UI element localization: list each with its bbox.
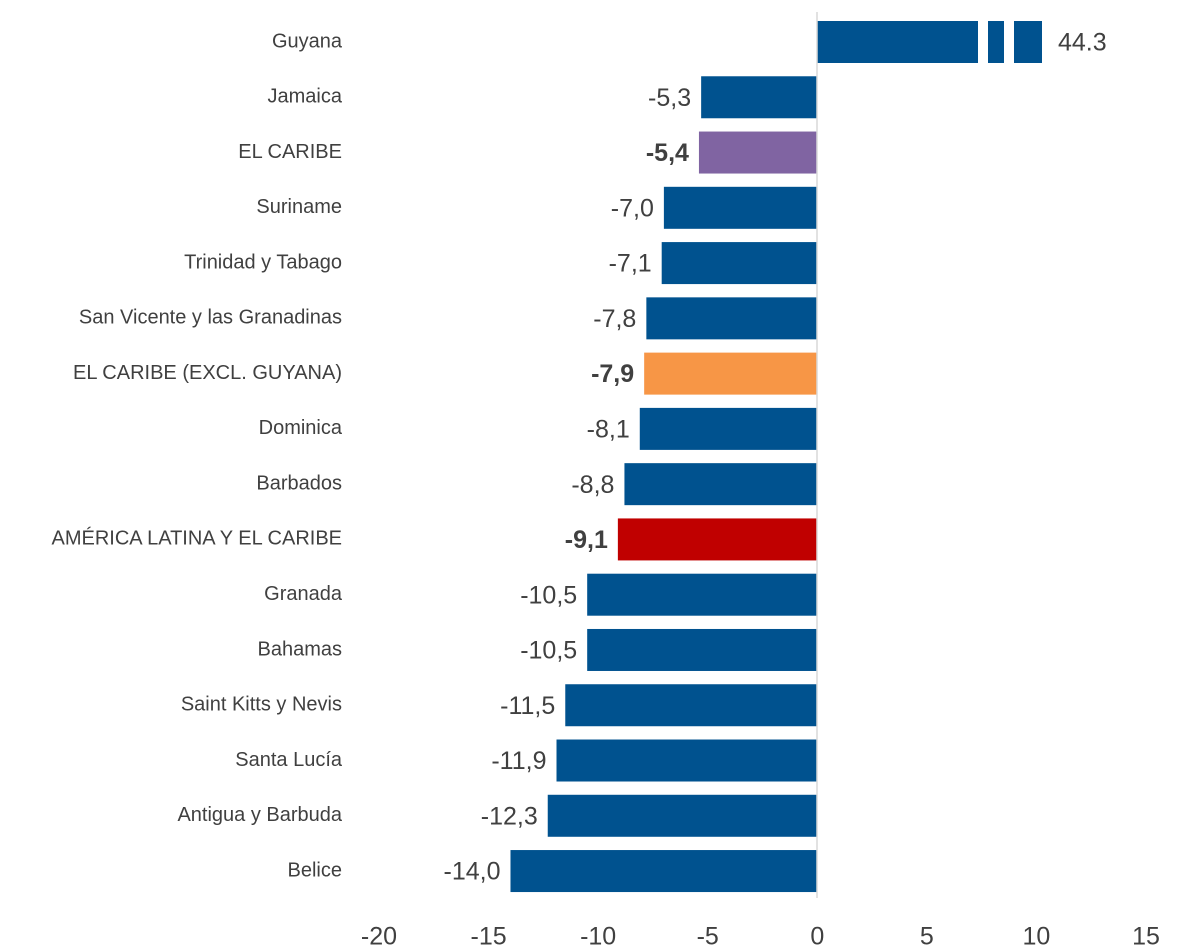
category-label: AMÉRICA LATINA Y EL CARIBE (52, 527, 342, 550)
value-label: -11,9 (491, 747, 546, 775)
category-label: Santa Lucía (235, 749, 343, 771)
bar (587, 573, 818, 616)
bar (646, 297, 818, 340)
bar (624, 463, 818, 506)
value-label: -9,1 (565, 526, 608, 554)
plot-area (510, 19, 1042, 893)
category-label: Jamaica (268, 86, 343, 108)
x-tick-label: -15 (471, 923, 507, 951)
category-label: Guyana (272, 30, 343, 52)
value-label: -7,0 (611, 194, 654, 222)
bar (556, 739, 818, 782)
bar (661, 242, 818, 285)
category-label: Bahamas (258, 638, 343, 660)
category-label: Suriname (256, 196, 342, 218)
bar (644, 352, 818, 395)
category-label: Belice (288, 859, 342, 881)
value-label: -5,3 (648, 84, 691, 112)
value-label: -10,5 (520, 637, 577, 665)
value-label: -7,8 (593, 305, 636, 333)
x-tick-label: -5 (697, 923, 719, 951)
bar (547, 794, 818, 837)
category-label: Granada (264, 583, 343, 605)
category-label: EL CARIBE (EXCL. GUYANA) (73, 362, 342, 384)
axis-break (978, 19, 988, 65)
bar (617, 518, 818, 561)
category-label: Barbados (256, 472, 342, 494)
x-tick-label: -10 (580, 923, 616, 951)
category-label: Trinidad y Tabago (184, 251, 342, 273)
bar (698, 131, 818, 174)
value-label: -7,1 (609, 250, 652, 278)
value-label: 44.3 (1058, 29, 1107, 57)
category-label: Dominica (259, 417, 343, 439)
bar (565, 684, 818, 727)
x-tick-label: 0 (810, 923, 824, 951)
value-label: -14,0 (444, 858, 501, 886)
value-label: -8,8 (571, 471, 614, 499)
category-label: San Vicente y las Granadinas (79, 307, 342, 329)
x-tick-label: 10 (1023, 923, 1051, 951)
bar (510, 850, 818, 893)
value-label: -12,3 (481, 802, 538, 830)
bar (663, 186, 818, 229)
x-tick-label: 15 (1132, 923, 1160, 951)
value-label: -11,5 (500, 692, 555, 720)
category-label: EL CARIBE (238, 141, 342, 163)
x-tick-label: 5 (920, 923, 934, 951)
bar (587, 628, 818, 671)
bar (701, 76, 818, 119)
axis-break (1004, 19, 1014, 65)
value-label: -5,4 (646, 139, 689, 167)
category-label: Saint Kitts y Nevis (181, 694, 342, 716)
bar (639, 407, 818, 450)
value-label: -7,9 (591, 360, 634, 388)
value-label: -10,5 (520, 581, 577, 609)
category-label: Antigua y Barbuda (177, 804, 342, 826)
value-label: -8,1 (587, 415, 630, 443)
x-tick-label: -20 (361, 923, 397, 951)
